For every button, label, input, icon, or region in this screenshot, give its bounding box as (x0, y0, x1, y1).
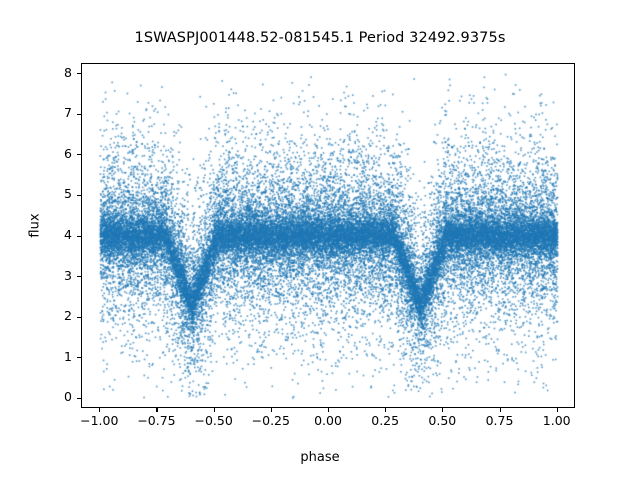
y-axis-tick-labels: 0 1 2 3 4 5 6 7 8 (50, 0, 72, 480)
y-tick-label: 5 (64, 186, 72, 202)
x-tick-mark (328, 408, 330, 412)
y-tick-label: 2 (64, 308, 72, 324)
x-tick-label: −1.00 (80, 413, 119, 428)
y-tick-mark (77, 276, 81, 278)
x-tick-label: 0.75 (485, 413, 514, 428)
y-tick-label: 8 (64, 64, 72, 80)
x-tick-label: 1.00 (542, 413, 571, 428)
x-tick-mark (499, 408, 501, 412)
x-tick-label: 0.50 (428, 413, 457, 428)
chart-title: 1SWASPJ001448.52-081545.1 Period 32492.9… (134, 30, 506, 46)
y-tick-mark (77, 316, 81, 318)
y-tick-mark (77, 73, 81, 75)
y-tick-label: 1 (64, 348, 72, 364)
y-tick-label: 7 (64, 105, 72, 121)
x-tick-mark (270, 408, 272, 412)
x-tick-label: −0.75 (137, 413, 176, 428)
y-axis-label: flux (27, 213, 43, 238)
y-tick-label: 6 (64, 145, 72, 161)
x-tick-mark (442, 408, 444, 412)
y-tick-mark (77, 154, 81, 156)
x-tick-label: 0.25 (371, 413, 400, 428)
y-tick-mark (77, 397, 81, 399)
y-tick-mark (77, 113, 81, 115)
scatter-points-layer (82, 64, 574, 407)
x-tick-mark (213, 408, 215, 412)
y-tick-label: 4 (64, 227, 72, 242)
x-tick-label: −0.50 (194, 413, 233, 428)
x-axis-label: phase (300, 450, 340, 465)
y-tick-mark (77, 194, 81, 196)
x-tick-label: 0.00 (314, 413, 342, 428)
y-tick-mark (77, 357, 81, 359)
y-tick-mark (77, 235, 81, 237)
y-tick-label: 0 (64, 389, 72, 405)
plot-axes (81, 63, 575, 408)
x-tick-mark (156, 408, 158, 412)
x-tick-mark (385, 408, 387, 412)
x-tick-label: −0.25 (251, 413, 290, 428)
y-tick-label: 3 (64, 267, 72, 283)
x-tick-mark (99, 408, 101, 412)
x-axis-tick-labels: −1.00 −0.75 −0.50 −0.25 0.00 0.25 0.50 0.75 1.00 (0, 413, 640, 433)
x-tick-mark (556, 408, 558, 412)
